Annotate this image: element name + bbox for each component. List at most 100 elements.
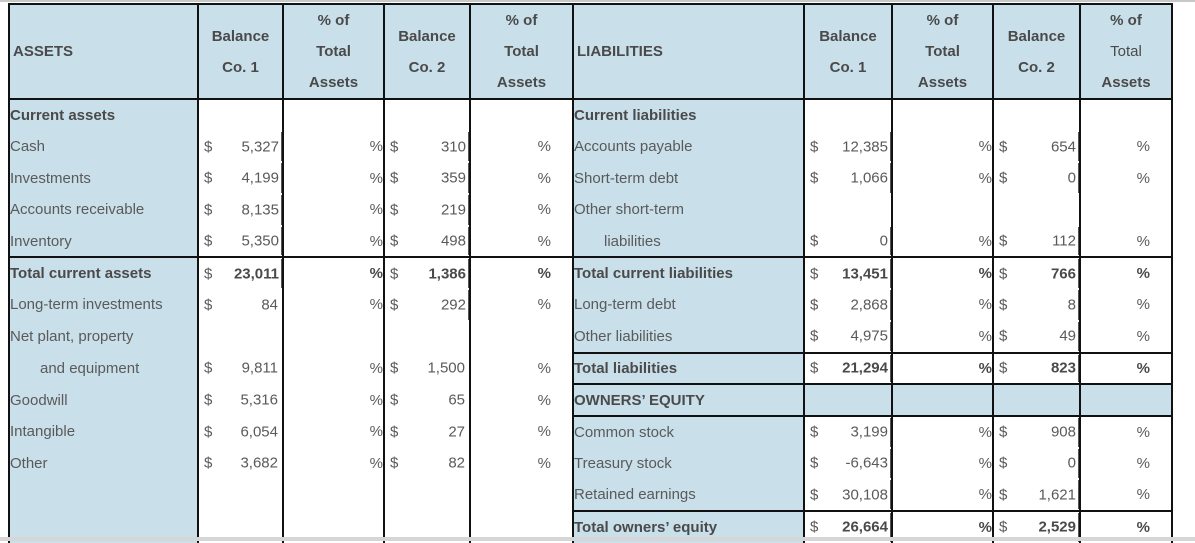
liabilities-pct-input[interactable]: % [1080,256,1173,290]
liabilities-pct-input[interactable]: % [1080,320,1173,353]
assets-pct-input[interactable]: % [470,194,574,226]
liabilities-pct-input[interactable]: % [1080,414,1173,448]
currency-symbol: $ [999,518,1008,536]
currency-symbol: $ [204,423,213,441]
assets-co1-value: $8,135 [198,194,284,226]
amount: 112 [1052,232,1076,250]
liabilities-co2-value [993,194,1081,226]
liabilities-pct-input[interactable] [892,194,994,226]
percent-sign: % [978,454,992,472]
liabilities-pct-input[interactable]: % [1080,289,1173,321]
percent-sign: % [537,265,551,283]
assets-pct-input[interactable]: % [470,384,574,416]
liabilities-pct-input[interactable]: % [892,289,994,321]
assets-pct-input[interactable] [283,99,385,131]
assets-pct-input[interactable]: % [470,415,574,448]
amount: 8 [1067,296,1076,314]
currency-symbol: $ [810,265,819,283]
pct-total-header: % of Total Assets [469,3,574,100]
liabilities-row-label: Total liabilities [572,351,805,385]
currency-symbol: $ [204,232,213,250]
assets-pct-input[interactable]: % [470,352,574,385]
liabilities-pct-input[interactable]: % [892,225,994,258]
liabilities-pct-input[interactable]: % [892,162,994,195]
table-row: and equipment $9,811% $1,500% Total liabili… [8,351,1173,385]
header-row: ASSETS Balance Co. 1 % of Total Assets Bala… [8,3,1173,100]
liabilities-pct-input[interactable]: % [892,479,994,511]
liabilities-pct-input[interactable]: % [1080,479,1173,511]
liabilities-pct-input[interactable] [1080,194,1173,226]
assets-pct-input[interactable]: % [283,130,385,163]
liabilities-pct-input[interactable] [1080,99,1173,131]
liabilities-row-label: Other liabilities [572,320,805,353]
assets-pct-input[interactable]: % [470,256,574,290]
assets-pct-input[interactable]: % [283,225,385,258]
liabilities-pct-input[interactable]: % [1080,447,1173,480]
liabilities-pct-input[interactable]: % [1080,130,1173,163]
balance-sheet-table: ASSETS Balance Co. 1 % of Total Assets Bala… [8,3,1173,543]
assets-pct-input[interactable]: % [470,289,574,321]
liabilities-pct-input[interactable]: % [892,351,994,385]
assets-pct-input[interactable] [470,479,574,511]
currency-symbol: $ [999,296,1008,314]
assets-pct-input[interactable]: % [470,162,574,195]
assets-pct-input[interactable]: % [283,447,385,480]
liabilities-pct-input[interactable]: % [892,130,994,163]
percent-sign: % [1136,327,1150,345]
percent-sign: % [369,359,383,377]
assets-pct-input[interactable]: % [470,447,574,480]
liabilities-co2-value: $8 [993,289,1081,321]
amount: 823 [1050,359,1076,377]
liabilities-pct-input[interactable]: % [892,320,994,353]
assets-pct-input[interactable] [283,320,385,353]
assets-pct-input[interactable]: % [283,256,385,290]
percent-sign: % [978,265,992,283]
liabilities-co1-value: $12,385 [804,130,893,163]
assets-co2-value: $359 [384,162,471,195]
assets-pct-input[interactable] [470,320,574,353]
assets-pct-input[interactable]: % [470,130,574,163]
balance-co1-header: Balance Co. 1 [197,3,284,100]
percent-sign: % [537,423,551,441]
assets-co1-value: $6,054 [198,415,284,448]
assets-pct-input[interactable]: % [283,162,385,195]
liabilities-co2-value: $0 [993,162,1081,195]
currency-symbol: $ [999,486,1008,504]
assets-pct-input[interactable]: % [283,415,385,448]
currency-symbol: $ [204,391,213,409]
liabilities-pct-input[interactable] [892,99,994,131]
liabilities-row-label: OWNERS’ EQUITY [572,383,805,416]
percent-sign: % [369,265,383,283]
liabilities-pct-input[interactable]: % [892,447,994,480]
liabilities-co1-value: $0 [804,225,893,258]
percent-sign: % [1136,454,1150,472]
assets-pct-input[interactable]: % [283,352,385,385]
liabilities-pct-input[interactable] [1080,383,1173,416]
assets-co2-value: $82 [384,447,471,480]
assets-pct-input[interactable]: % [283,384,385,416]
assets-co2-value: $498 [384,225,471,258]
percent-sign: % [1136,359,1150,377]
liabilities-pct-input[interactable]: % [1080,225,1173,258]
top-edge [0,0,1195,2]
liabilities-pct-input[interactable]: % [892,256,994,290]
liabilities-pct-input[interactable]: % [1080,162,1173,195]
liabilities-pct-input[interactable] [892,383,994,416]
assets-pct-input[interactable] [470,99,574,131]
assets-co1-value: $3,682 [198,447,284,480]
liabilities-pct-input[interactable]: % [892,414,994,448]
amount: 8,135 [241,201,279,219]
assets-pct-input[interactable]: % [283,289,385,321]
liabilities-co1-value: $13,451 [804,256,893,290]
liabilities-co1-value: $2,868 [804,289,893,321]
assets-pct-input[interactable]: % [283,194,385,226]
currency-symbol: $ [204,201,213,219]
assets-pct-input[interactable] [283,479,385,511]
assets-pct-input[interactable]: % [470,225,574,258]
currency-symbol: $ [204,265,213,283]
liabilities-row-label: Short-term debt [572,162,805,195]
percent-sign: % [1136,518,1150,536]
liabilities-pct-input[interactable]: % [1080,351,1173,385]
percent-sign: % [1136,169,1150,187]
percent-sign: % [537,296,551,314]
